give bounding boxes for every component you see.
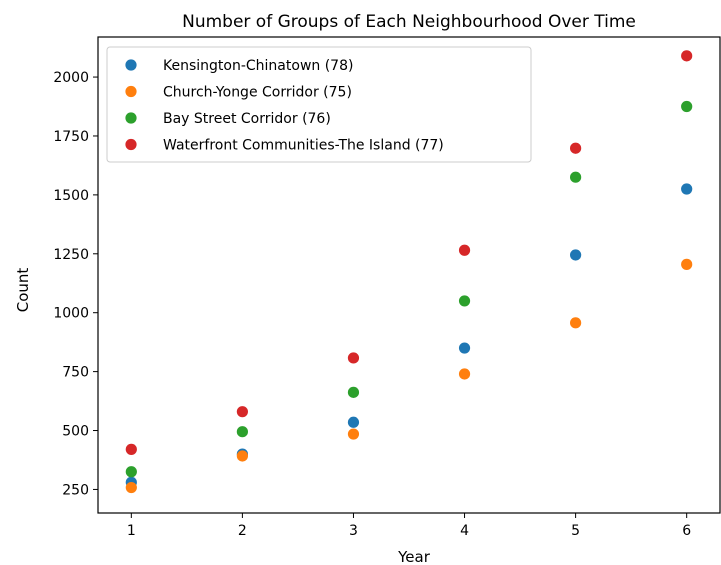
data-point: [236, 426, 248, 438]
x-tick-label: 5: [571, 523, 580, 539]
legend-label: Waterfront Communities-The Island (77): [163, 138, 444, 154]
legend: Kensington-Chinatown (78) Church-Yonge Co…: [106, 46, 532, 163]
data-point: [681, 100, 693, 113]
series-3: [125, 100, 693, 478]
chart-title: Number of Groups of Each Neighbourhood O…: [182, 12, 636, 32]
data-point: [458, 295, 471, 307]
data-point: [125, 443, 137, 455]
y-axis: 250 500 750 1000 1250 1500 1750 2000: [53, 70, 98, 498]
y-tick-label: 500: [62, 424, 89, 440]
x-axis-label: Year: [397, 548, 431, 565]
legend-label: Bay Street Corridor (76): [163, 111, 331, 127]
data-point: [458, 368, 471, 380]
data-point: [570, 317, 582, 329]
data-point: [570, 142, 582, 154]
y-tick-label: 1000: [53, 306, 89, 322]
legend-marker: [125, 138, 137, 151]
y-tick-label: 1750: [53, 129, 89, 145]
x-tick-label: 2: [238, 523, 247, 539]
y-tick-label: 1250: [53, 247, 89, 263]
y-tick-label: 750: [62, 365, 89, 381]
legend-label: Kensington-Chinatown (78): [163, 58, 353, 74]
plot-frame: [97, 36, 721, 514]
y-tick-label: 2000: [53, 70, 89, 86]
data-point: [681, 50, 693, 62]
data-point: [125, 466, 137, 478]
y-tick-label: 1500: [53, 188, 89, 204]
data-point: [681, 258, 693, 270]
y-tick-label: 250: [62, 482, 89, 498]
x-tick-label: 3: [349, 523, 358, 539]
plot-area: [125, 50, 693, 494]
legend-marker: [125, 85, 137, 98]
data-point: [570, 171, 582, 183]
x-tick-label: 4: [460, 523, 469, 539]
y-axis-label: Count: [14, 268, 32, 313]
data-point: [681, 183, 693, 195]
legend-marker: [125, 112, 137, 124]
legend-frame: [106, 46, 532, 163]
data-point: [347, 386, 360, 398]
data-point: [236, 450, 248, 462]
legend-marker: [125, 59, 137, 71]
series-4: [125, 50, 693, 455]
data-point: [458, 342, 471, 354]
data-point: [570, 249, 582, 261]
x-tick-label: 1: [127, 523, 136, 539]
data-point: [347, 416, 360, 428]
legend-label: Church-Yonge Corridor (75): [163, 85, 352, 101]
x-axis: 1 2 3 4 5 6: [127, 513, 691, 539]
data-point: [458, 244, 471, 256]
data-point: [347, 352, 360, 364]
data-point: [347, 428, 360, 440]
x-tick-label: 6: [682, 523, 691, 539]
data-point: [236, 406, 248, 418]
series-2: [125, 258, 693, 494]
data-point: [125, 481, 137, 494]
